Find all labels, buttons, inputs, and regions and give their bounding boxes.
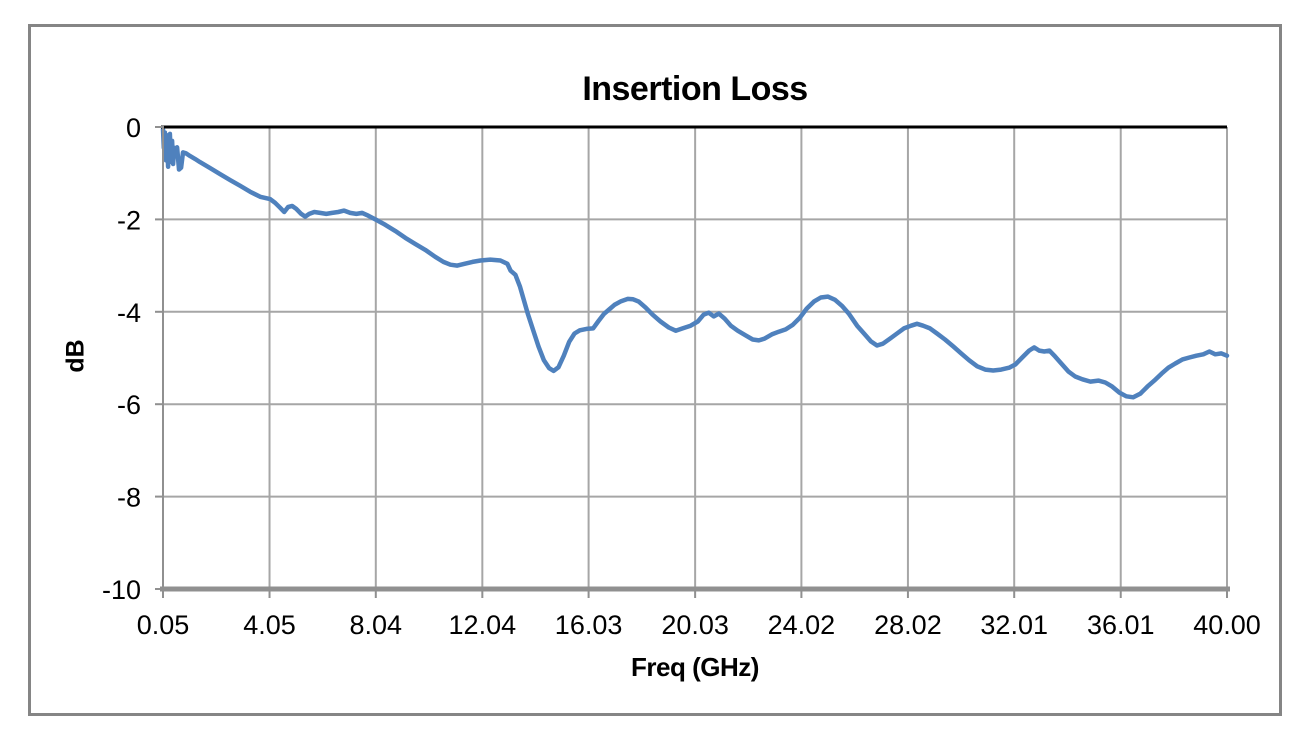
gridlines	[163, 127, 1228, 589]
y-tick-label: 0	[126, 113, 141, 143]
y-tick-label: -10	[102, 575, 141, 605]
x-tick-label: 4.05	[243, 610, 296, 640]
x-tick-label: 32.01	[980, 610, 1048, 640]
x-tick-label: 20.03	[661, 610, 729, 640]
x-tick-label: 12.04	[449, 610, 517, 640]
x-tick-label: 0.05	[137, 610, 190, 640]
x-tick-label: 40.00	[1193, 610, 1261, 640]
axis-ticks	[155, 126, 1228, 598]
series-line-insertion-loss	[160, 127, 1230, 400]
y-tick-label: -2	[117, 205, 141, 235]
x-tick-label: 16.03	[555, 610, 623, 640]
y-tick-label: -8	[117, 483, 141, 513]
tick-labels: 0 -2 -4 -6 -8 -10 0.05 4.05 8.04 12.04 16.03 20.03 2…	[102, 113, 1261, 640]
x-tick-label: 28.02	[874, 610, 942, 640]
x-tick-label: 8.04	[350, 610, 403, 640]
x-axis-title: Freq (GHz)	[631, 652, 759, 682]
x-tick-label: 24.02	[768, 610, 836, 640]
chart-title: Insertion Loss	[582, 70, 808, 108]
chart-frame	[28, 24, 1282, 716]
x-tick-label: 36.01	[1087, 610, 1155, 640]
y-tick-label: -4	[117, 298, 141, 328]
series-group	[160, 127, 1230, 400]
y-tick-label: -6	[117, 390, 141, 420]
